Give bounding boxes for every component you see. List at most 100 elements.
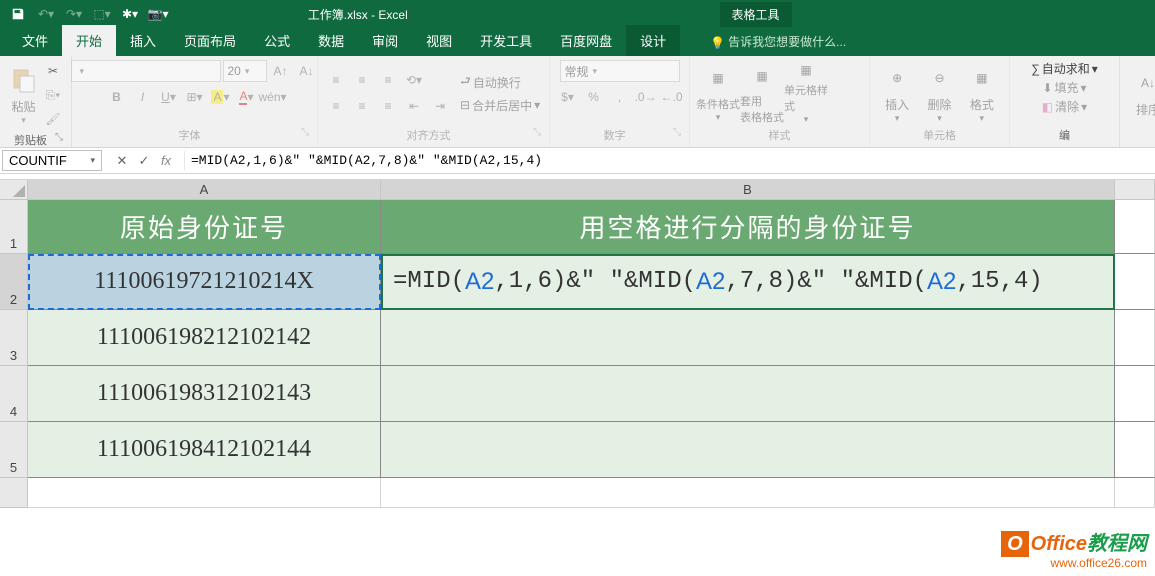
bold-icon[interactable]: B: [105, 86, 129, 108]
phonetic-icon[interactable]: wén▾: [261, 86, 285, 108]
touch-mode-icon[interactable]: ⬚▾: [90, 3, 114, 25]
conditional-format-button[interactable]: ▦条件格式▾: [696, 61, 740, 125]
cell-b4[interactable]: [381, 366, 1115, 422]
row-header-4[interactable]: 4: [0, 366, 28, 422]
font-size-combo[interactable]: 20: [223, 60, 267, 82]
row-header-5[interactable]: 5: [0, 422, 28, 478]
border-icon[interactable]: ⊞▾: [183, 86, 207, 108]
fx-icon[interactable]: fx: [156, 153, 176, 169]
cell-c3[interactable]: [1115, 310, 1155, 366]
worksheet[interactable]: A B 1 原始身份证号 用空格进行分隔的身份证号 2 111006197212…: [0, 180, 1155, 508]
tab-layout[interactable]: 页面布局: [170, 25, 250, 56]
font-name-combo[interactable]: [71, 60, 221, 82]
tab-design[interactable]: 设计: [626, 25, 680, 56]
cell-a1[interactable]: 原始身份证号: [28, 200, 381, 254]
select-all-corner[interactable]: [0, 180, 28, 199]
cell-b2-editing[interactable]: =MID(A2,1,6)&" "&MID(A2,7,8)&" "&MID(A2,…: [381, 254, 1115, 310]
col-header-b[interactable]: B: [381, 180, 1115, 199]
indent-left-icon[interactable]: ⇤: [402, 95, 426, 117]
enter-icon[interactable]: ✓: [134, 153, 154, 169]
name-box[interactable]: COUNTIF: [2, 150, 102, 171]
tab-review[interactable]: 审阅: [358, 25, 412, 56]
cell-c4[interactable]: [1115, 366, 1155, 422]
increase-decimal-icon[interactable]: .0→: [634, 86, 658, 108]
cell-c5[interactable]: [1115, 422, 1155, 478]
cell-a4[interactable]: 111006198312102143: [28, 366, 381, 422]
align-center-icon[interactable]: ≡: [350, 95, 374, 117]
merge-button[interactable]: 合并后居中: [472, 97, 532, 114]
row-header-6[interactable]: [0, 478, 28, 508]
italic-icon[interactable]: I: [131, 86, 155, 108]
camera-icon[interactable]: 📷▾: [146, 3, 170, 25]
row-header-3[interactable]: 3: [0, 310, 28, 366]
align-middle-icon[interactable]: ≡: [350, 69, 374, 91]
tab-formulas[interactable]: 公式: [250, 25, 304, 56]
cell-a5[interactable]: 111006198412102144: [28, 422, 381, 478]
merge-icon: ⊟: [460, 98, 470, 112]
cut-icon[interactable]: ✂: [41, 60, 65, 82]
decrease-decimal-icon[interactable]: ←.0: [660, 86, 684, 108]
redo-icon[interactable]: ↷▾: [62, 3, 86, 25]
sort-button[interactable]: A↓排序: [1126, 60, 1155, 124]
comma-icon[interactable]: ,: [608, 86, 632, 108]
tab-file[interactable]: 文件: [8, 25, 62, 56]
row-header-1[interactable]: 1: [0, 200, 28, 254]
row-header-2[interactable]: 2: [0, 254, 28, 310]
cell-style-button[interactable]: ▦单元格样式▾: [784, 61, 828, 125]
wrap-text-button[interactable]: 自动换行: [473, 74, 521, 91]
cell-b3[interactable]: [381, 310, 1115, 366]
launcher-icon[interactable]: ⤡: [301, 127, 309, 138]
cell-b1[interactable]: 用空格进行分隔的身份证号: [381, 200, 1115, 254]
tab-home[interactable]: 开始: [62, 25, 116, 56]
cell-c6[interactable]: [1115, 478, 1155, 508]
autosum-button[interactable]: ∑ 自动求和 ▾: [1031, 60, 1098, 77]
tab-baidu[interactable]: 百度网盘: [546, 25, 626, 56]
col-header-a[interactable]: A: [28, 180, 381, 199]
tab-developer[interactable]: 开发工具: [466, 25, 546, 56]
format-button[interactable]: ▦格式▾: [961, 61, 1003, 125]
fill-button[interactable]: ⬇ 填充 ▾: [1042, 79, 1086, 96]
launcher-icon[interactable]: ⤡: [533, 127, 541, 138]
currency-icon[interactable]: $▾: [556, 86, 580, 108]
indent-right-icon[interactable]: ⇥: [428, 95, 452, 117]
align-top-icon[interactable]: ≡: [324, 69, 348, 91]
launcher-icon[interactable]: ⤡: [673, 127, 681, 138]
cell-a6[interactable]: [28, 478, 381, 508]
align-left-icon[interactable]: ≡: [324, 95, 348, 117]
clear-button[interactable]: ◧ 清除 ▾: [1042, 98, 1087, 115]
align-right-icon[interactable]: ≡: [376, 95, 400, 117]
number-label: 数字: [604, 130, 626, 142]
percent-icon[interactable]: %: [582, 86, 606, 108]
insert-button[interactable]: ⊕插入▾: [876, 61, 918, 125]
cell-b6[interactable]: [381, 478, 1115, 508]
font-color-icon[interactable]: A▾: [235, 86, 259, 108]
increase-font-icon[interactable]: A↑: [269, 60, 293, 82]
tab-insert[interactable]: 插入: [116, 25, 170, 56]
copy-icon[interactable]: ⎘▾: [41, 84, 65, 106]
col-header-c[interactable]: [1115, 180, 1155, 199]
formula-input[interactable]: =MID(A2,1,6)&" "&MID(A2,7,8)&" "&MID(A2,…: [184, 151, 1155, 170]
tab-view[interactable]: 视图: [412, 25, 466, 56]
paste-button[interactable]: 粘贴 ▾: [6, 63, 41, 127]
undo-icon[interactable]: ↶▾: [34, 3, 58, 25]
cell-a3[interactable]: 111006198212102142: [28, 310, 381, 366]
delete-button[interactable]: ⊖删除▾: [918, 61, 960, 125]
cancel-icon[interactable]: ✕: [112, 153, 132, 169]
underline-icon[interactable]: U▾: [157, 86, 181, 108]
new-icon[interactable]: ✱▾: [118, 3, 142, 25]
launcher-icon[interactable]: ⤡: [55, 132, 63, 143]
number-format-combo[interactable]: 常规: [560, 60, 680, 82]
cell-a2[interactable]: 11100619721210214X: [28, 254, 381, 310]
align-bottom-icon[interactable]: ≡: [376, 69, 400, 91]
table-format-button[interactable]: ▦套用 表格格式: [740, 61, 784, 125]
format-painter-icon[interactable]: 🖌: [41, 108, 65, 130]
save-icon[interactable]: [6, 3, 30, 25]
tab-data[interactable]: 数据: [304, 25, 358, 56]
fill-color-icon[interactable]: A▾: [209, 86, 233, 108]
orientation-icon[interactable]: ⟲▾: [402, 69, 426, 91]
decrease-font-icon[interactable]: A↓: [295, 60, 319, 82]
cell-c2[interactable]: [1115, 254, 1155, 310]
cell-b5[interactable]: [381, 422, 1115, 478]
tell-me-input[interactable]: 💡告诉我您想要做什么...: [700, 27, 856, 56]
cell-c1[interactable]: [1115, 200, 1155, 254]
